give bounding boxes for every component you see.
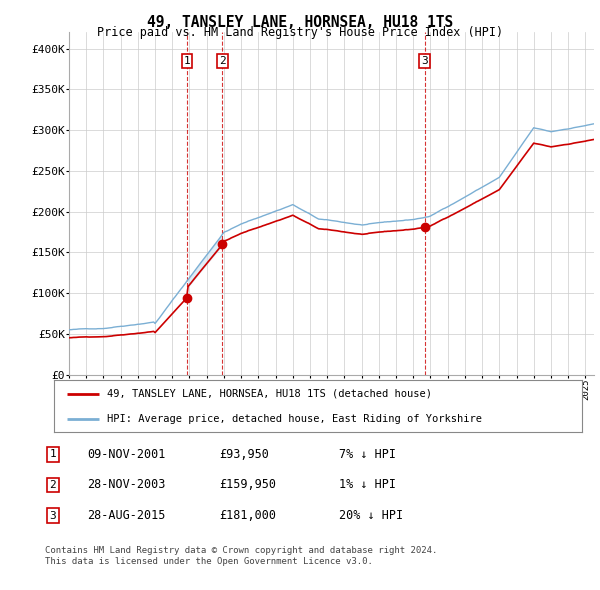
Text: 2: 2 [49, 480, 56, 490]
Text: 3: 3 [49, 511, 56, 520]
Text: 3: 3 [421, 56, 428, 66]
Text: 49, TANSLEY LANE, HORNSEA, HU18 1TS: 49, TANSLEY LANE, HORNSEA, HU18 1TS [147, 15, 453, 30]
Text: This data is licensed under the Open Government Licence v3.0.: This data is licensed under the Open Gov… [45, 558, 373, 566]
Text: 09-NOV-2001: 09-NOV-2001 [87, 448, 166, 461]
Text: 28-AUG-2015: 28-AUG-2015 [87, 509, 166, 522]
Text: 7% ↓ HPI: 7% ↓ HPI [339, 448, 396, 461]
Text: 49, TANSLEY LANE, HORNSEA, HU18 1TS (detached house): 49, TANSLEY LANE, HORNSEA, HU18 1TS (det… [107, 389, 432, 399]
Text: HPI: Average price, detached house, East Riding of Yorkshire: HPI: Average price, detached house, East… [107, 414, 482, 424]
Text: 1% ↓ HPI: 1% ↓ HPI [339, 478, 396, 491]
Text: 20% ↓ HPI: 20% ↓ HPI [339, 509, 403, 522]
Text: 1: 1 [184, 56, 190, 66]
Text: Price paid vs. HM Land Registry's House Price Index (HPI): Price paid vs. HM Land Registry's House … [97, 26, 503, 39]
Text: 1: 1 [49, 450, 56, 459]
Text: 28-NOV-2003: 28-NOV-2003 [87, 478, 166, 491]
Text: Contains HM Land Registry data © Crown copyright and database right 2024.: Contains HM Land Registry data © Crown c… [45, 546, 437, 555]
Text: £93,950: £93,950 [219, 448, 269, 461]
Text: 2: 2 [219, 56, 226, 66]
Text: £159,950: £159,950 [219, 478, 276, 491]
Text: £181,000: £181,000 [219, 509, 276, 522]
